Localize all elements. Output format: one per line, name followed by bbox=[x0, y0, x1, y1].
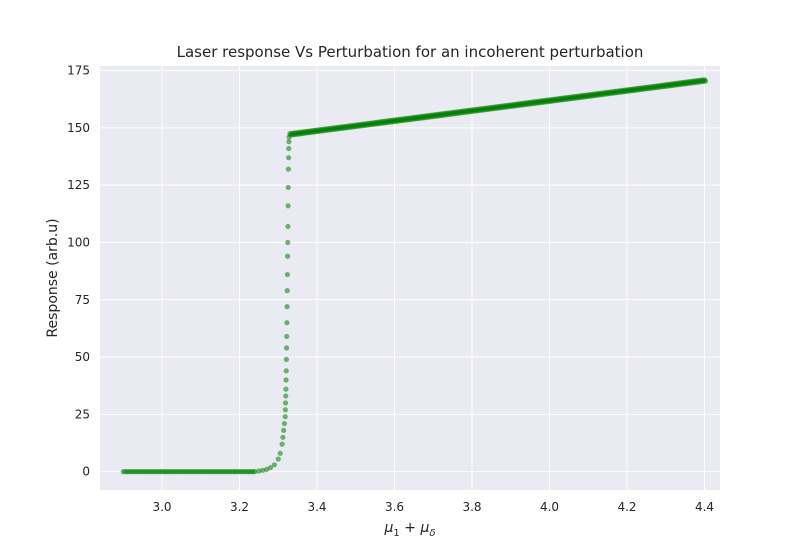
data-point bbox=[285, 166, 292, 172]
data-point bbox=[277, 450, 283, 456]
y-tick-label: 25 bbox=[75, 407, 90, 421]
data-point bbox=[283, 377, 289, 383]
data-point bbox=[281, 427, 287, 434]
data-point bbox=[252, 469, 258, 475]
data-point bbox=[282, 414, 288, 420]
data-point bbox=[284, 271, 291, 278]
y-tick-label: 150 bbox=[67, 121, 90, 135]
data-point bbox=[282, 407, 288, 413]
data-point bbox=[284, 304, 290, 310]
data-point bbox=[283, 368, 289, 374]
x-tick-label: 4.4 bbox=[695, 500, 714, 514]
data-point bbox=[267, 464, 274, 471]
x-tick-labels: 3.0 3.2 3.4 3.6 3.8 4.0 4.2 4.4 bbox=[152, 500, 714, 514]
data-point bbox=[285, 184, 291, 191]
data-point bbox=[282, 400, 289, 406]
y-tick-label: 125 bbox=[67, 178, 90, 192]
chart-title: Laser response Vs Perturbation for an in… bbox=[177, 43, 644, 61]
data-point bbox=[285, 203, 291, 209]
data-point bbox=[264, 466, 270, 472]
data-point bbox=[286, 139, 292, 145]
y-tick-label: 50 bbox=[75, 350, 90, 364]
data-point bbox=[280, 434, 286, 440]
x-tick-label: 3.4 bbox=[307, 500, 326, 514]
data-point bbox=[286, 145, 292, 152]
data-point bbox=[284, 253, 291, 259]
x-tick-label: 4.0 bbox=[540, 500, 559, 514]
data-point bbox=[283, 345, 290, 351]
x-tick-label: 3.0 bbox=[152, 500, 171, 514]
y-tick-label: 75 bbox=[75, 293, 90, 307]
data-point bbox=[283, 393, 289, 399]
data-point bbox=[284, 320, 290, 326]
data-points bbox=[120, 77, 709, 475]
y-tick-label: 175 bbox=[67, 64, 90, 78]
x-axis-label: μ1 + μδ bbox=[384, 520, 436, 539]
data-point bbox=[281, 420, 288, 427]
x-tick-label: 3.8 bbox=[462, 500, 481, 514]
x-tick-label: 3.6 bbox=[385, 500, 404, 514]
data-point bbox=[285, 223, 291, 230]
data-point bbox=[284, 288, 290, 294]
data-point bbox=[285, 239, 291, 246]
y-axis-label: Response (arb.u) bbox=[45, 218, 61, 337]
data-point bbox=[271, 462, 277, 468]
data-point bbox=[285, 155, 292, 161]
data-point bbox=[283, 386, 289, 392]
x-tick-label: 4.2 bbox=[617, 500, 636, 514]
data-point bbox=[284, 333, 290, 340]
data-point bbox=[260, 467, 266, 473]
data-point bbox=[283, 356, 289, 362]
y-tick-labels: 0 25 50 75 100 125 150 175 bbox=[67, 64, 90, 479]
data-point bbox=[702, 78, 709, 84]
data-point bbox=[275, 456, 281, 462]
plot-background bbox=[100, 66, 720, 490]
y-tick-label: 100 bbox=[67, 235, 90, 249]
y-tick-label: 0 bbox=[82, 465, 90, 479]
data-point bbox=[279, 441, 285, 447]
x-tick-label: 3.2 bbox=[230, 500, 249, 514]
data-point bbox=[256, 468, 262, 474]
